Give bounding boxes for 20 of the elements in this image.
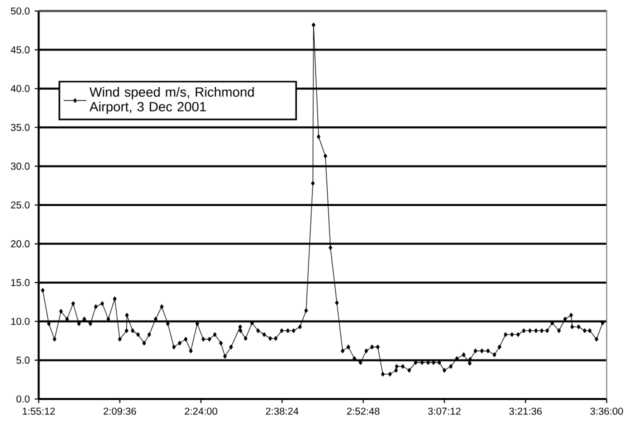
y-tick-label: 35.0 — [10, 124, 30, 131]
x-tick-label: 1:55:12 — [22, 408, 55, 415]
y-tick-label: 45.0 — [10, 46, 30, 54]
y-tick-label: 20.0 — [11, 240, 30, 248]
x-tick-label: 2:52:48 — [347, 408, 380, 415]
legend-label: Wind speed m/s, Richmond Airport, 3 Dec 2001 — [89, 86, 254, 114]
x-tick-label: 3:36:00 — [590, 408, 623, 415]
y-tick-label: 5.0 — [16, 356, 30, 364]
y-tick-label: 40.0 — [10, 85, 30, 92]
x-tick-label: 2:24:00 — [184, 408, 218, 415]
x-tick-label: 3:07:12 — [428, 408, 461, 415]
y-tick-label: 25.0 — [11, 201, 30, 209]
y-tick-label: 10.0 — [11, 318, 30, 325]
y-tick-label: 30.0 — [10, 162, 30, 170]
y-tick-label: 15.0 — [11, 279, 30, 286]
x-tick-label: 2:09:36 — [104, 408, 136, 415]
x-tick-label: 2:38:24 — [266, 408, 298, 415]
y-tick-label: 50.0 — [10, 7, 30, 15]
y-tick-label: 0.0 — [16, 395, 30, 403]
x-tick-label: 3:21:36 — [509, 408, 542, 415]
